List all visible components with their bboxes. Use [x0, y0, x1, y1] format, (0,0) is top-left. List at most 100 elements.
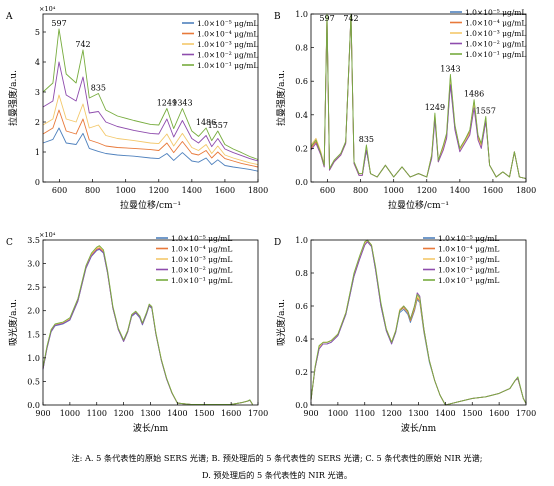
panel-label-c: C: [6, 238, 13, 248]
footnote-line-1: 注: A. 5 条代表性的原始 SERS 光谱; B. 预处理后的 5 条代表性…: [71, 453, 483, 463]
y-tick-label: 0.4: [295, 111, 308, 120]
x-tick-label: 1300: [140, 409, 160, 418]
y-tick-label: 2.5: [27, 283, 40, 292]
series-line-d-5: [310, 239, 527, 406]
x-tick-label: 1800: [516, 186, 536, 195]
axes-frame-b: [310, 13, 527, 183]
legend-label-4: 1.0×10⁻² μg/mL: [171, 266, 232, 275]
x-tick-label: 1700: [248, 409, 268, 418]
legend-label-3: 1.0×10⁻³ μg/mL: [197, 40, 258, 49]
y-tick-label: 1: [35, 148, 40, 157]
x-axis-title: 拉曼位移/cm⁻¹: [120, 199, 181, 211]
x-tick-label: 1200: [149, 186, 169, 195]
panel-d: 900 1000 1100 1200 1300 1400 1500 1600 1700 0.0 0.…: [274, 234, 536, 434]
legend-label-3: 1.0×10⁻³ μg/mL: [465, 29, 526, 38]
panel-c: 900 1000 1100 1200 1300 1400 1500 1600 1700 0.0 0.…: [6, 231, 268, 434]
series-line-a-2: [42, 109, 259, 168]
legend-label-1: 1.0×10⁻⁵ μg/mL: [171, 234, 232, 243]
peak-label: 597: [51, 19, 66, 28]
peak-label: 1343: [440, 64, 460, 73]
y-tick-label: 0.0: [295, 401, 308, 410]
x-tick-label: 1200: [113, 409, 133, 418]
y-tick-label: 2.0: [27, 307, 40, 316]
x-tick-label: 1600: [215, 186, 235, 195]
x-axis-title: 波长/nm: [133, 422, 169, 434]
peak-label: 742: [343, 14, 358, 23]
peak-label: 835: [359, 135, 374, 144]
x-tick-label: 800: [85, 186, 100, 195]
legend-label-1: 1.0×10⁻⁵ μg/mL: [197, 19, 258, 28]
x-tick-label: 600: [320, 186, 335, 195]
y-tick-label: 0.4: [295, 335, 308, 344]
footnote-line-2: D. 预处理后的 5 条代表性的 NIR 光谱。: [201, 470, 353, 480]
peak-label: 1249: [157, 99, 177, 108]
panel-a: 600 800 1000 1200 1400 1600 1800 0 1 2 3 4 5 ×10⁴ A 拉曼位…: [5, 5, 268, 211]
legend-label-2: 1.0×10⁻⁴ μg/mL: [465, 19, 526, 28]
x-tick-label: 1600: [221, 409, 241, 418]
x-tick-label: 1000: [116, 186, 136, 195]
peak-label: 835: [91, 84, 106, 93]
x-tick-label: 1400: [435, 409, 455, 418]
x-tick-label: 1000: [384, 186, 404, 195]
y-tick-label: 2: [35, 118, 40, 127]
y-tick-label: 4: [35, 58, 40, 67]
series-line-a-3: [42, 94, 259, 166]
x-tick-label: 1500: [194, 409, 214, 418]
legend-label-5: 1.0×10⁻¹ μg/mL: [438, 276, 499, 285]
x-tick-label: 1200: [381, 409, 401, 418]
y-tick-label: 0.0: [27, 401, 40, 410]
x-tick-label: 1100: [355, 409, 375, 418]
legend-label-3: 1.0×10⁻³ μg/mL: [171, 255, 232, 264]
x-axis-title: 拉曼位移/cm⁻¹: [388, 199, 449, 211]
x-axis-title: 波长/nm: [401, 422, 437, 434]
legend-label-3: 1.0×10⁻³ μg/mL: [438, 255, 499, 264]
series-line-a-4: [42, 61, 259, 162]
y-axis-title: 吸光度/a.u.: [7, 299, 19, 346]
x-tick-label: 1600: [489, 409, 509, 418]
legend-label-5: 1.0×10⁻¹ μg/mL: [465, 50, 526, 59]
y-tick-label: 0.8: [295, 269, 308, 278]
peak-label: 1486: [196, 118, 216, 127]
peak-label: 1486: [464, 90, 484, 99]
peak-label: 742: [75, 40, 90, 49]
series-line-a-5: [42, 28, 259, 160]
y-tick-label: 5: [35, 28, 40, 37]
y-tick-label: 0: [35, 178, 40, 187]
legend-label-5: 1.0×10⁻¹ μg/mL: [197, 61, 258, 70]
y-tick-label: 0.0: [295, 178, 308, 187]
y-tick-label: 0.5: [27, 377, 40, 386]
legend-label-2: 1.0×10⁻⁴ μg/mL: [197, 30, 258, 39]
series-line-b-5: [310, 13, 527, 180]
x-tick-label: 1600: [483, 186, 503, 195]
y-tick-label: 1.0: [295, 10, 308, 19]
x-tick-label: 1300: [408, 409, 428, 418]
x-tick-label: 600: [52, 186, 67, 195]
x-tick-label: 1800: [248, 186, 268, 195]
y-tick-label: 3: [35, 88, 40, 97]
y-tick-label: 0.6: [295, 77, 308, 86]
y-tick-label: 0.2: [295, 144, 308, 153]
legend-label-2: 1.0×10⁻⁴ μg/mL: [171, 245, 232, 254]
x-tick-label: 1100: [87, 409, 107, 418]
legend-label-1: 1.0×10⁻⁵ μg/mL: [465, 8, 526, 17]
legend-label-2: 1.0×10⁻⁴ μg/mL: [438, 245, 499, 254]
y-tick-label: 0.6: [295, 302, 308, 311]
y-axis-title: 拉曼强度/a.u.: [7, 70, 19, 126]
peak-label: 1343: [172, 99, 192, 108]
legend-label-4: 1.0×10⁻² μg/mL: [197, 51, 258, 60]
panel-label-d: D: [274, 238, 281, 248]
x-tick-label: 1000: [328, 409, 348, 418]
x-tick-label: 800: [353, 186, 368, 195]
y-tick-label: 1.0: [27, 354, 40, 363]
series-line-a-1: [42, 127, 259, 172]
peak-label: 1557: [208, 121, 228, 130]
legend-label-1: 1.0×10⁻⁵ μg/mL: [438, 234, 499, 243]
series-line-c-5: [42, 245, 253, 405]
panel-label-a: A: [5, 12, 13, 22]
legend-label-5: 1.0×10⁻¹ μg/mL: [171, 276, 232, 285]
x-tick-label: 1400: [167, 409, 187, 418]
y-tick-label: 1.0: [295, 236, 308, 245]
legend-label-4: 1.0×10⁻² μg/mL: [438, 266, 499, 275]
y-axis-title: 拉曼强度/a.u.: [275, 70, 287, 126]
